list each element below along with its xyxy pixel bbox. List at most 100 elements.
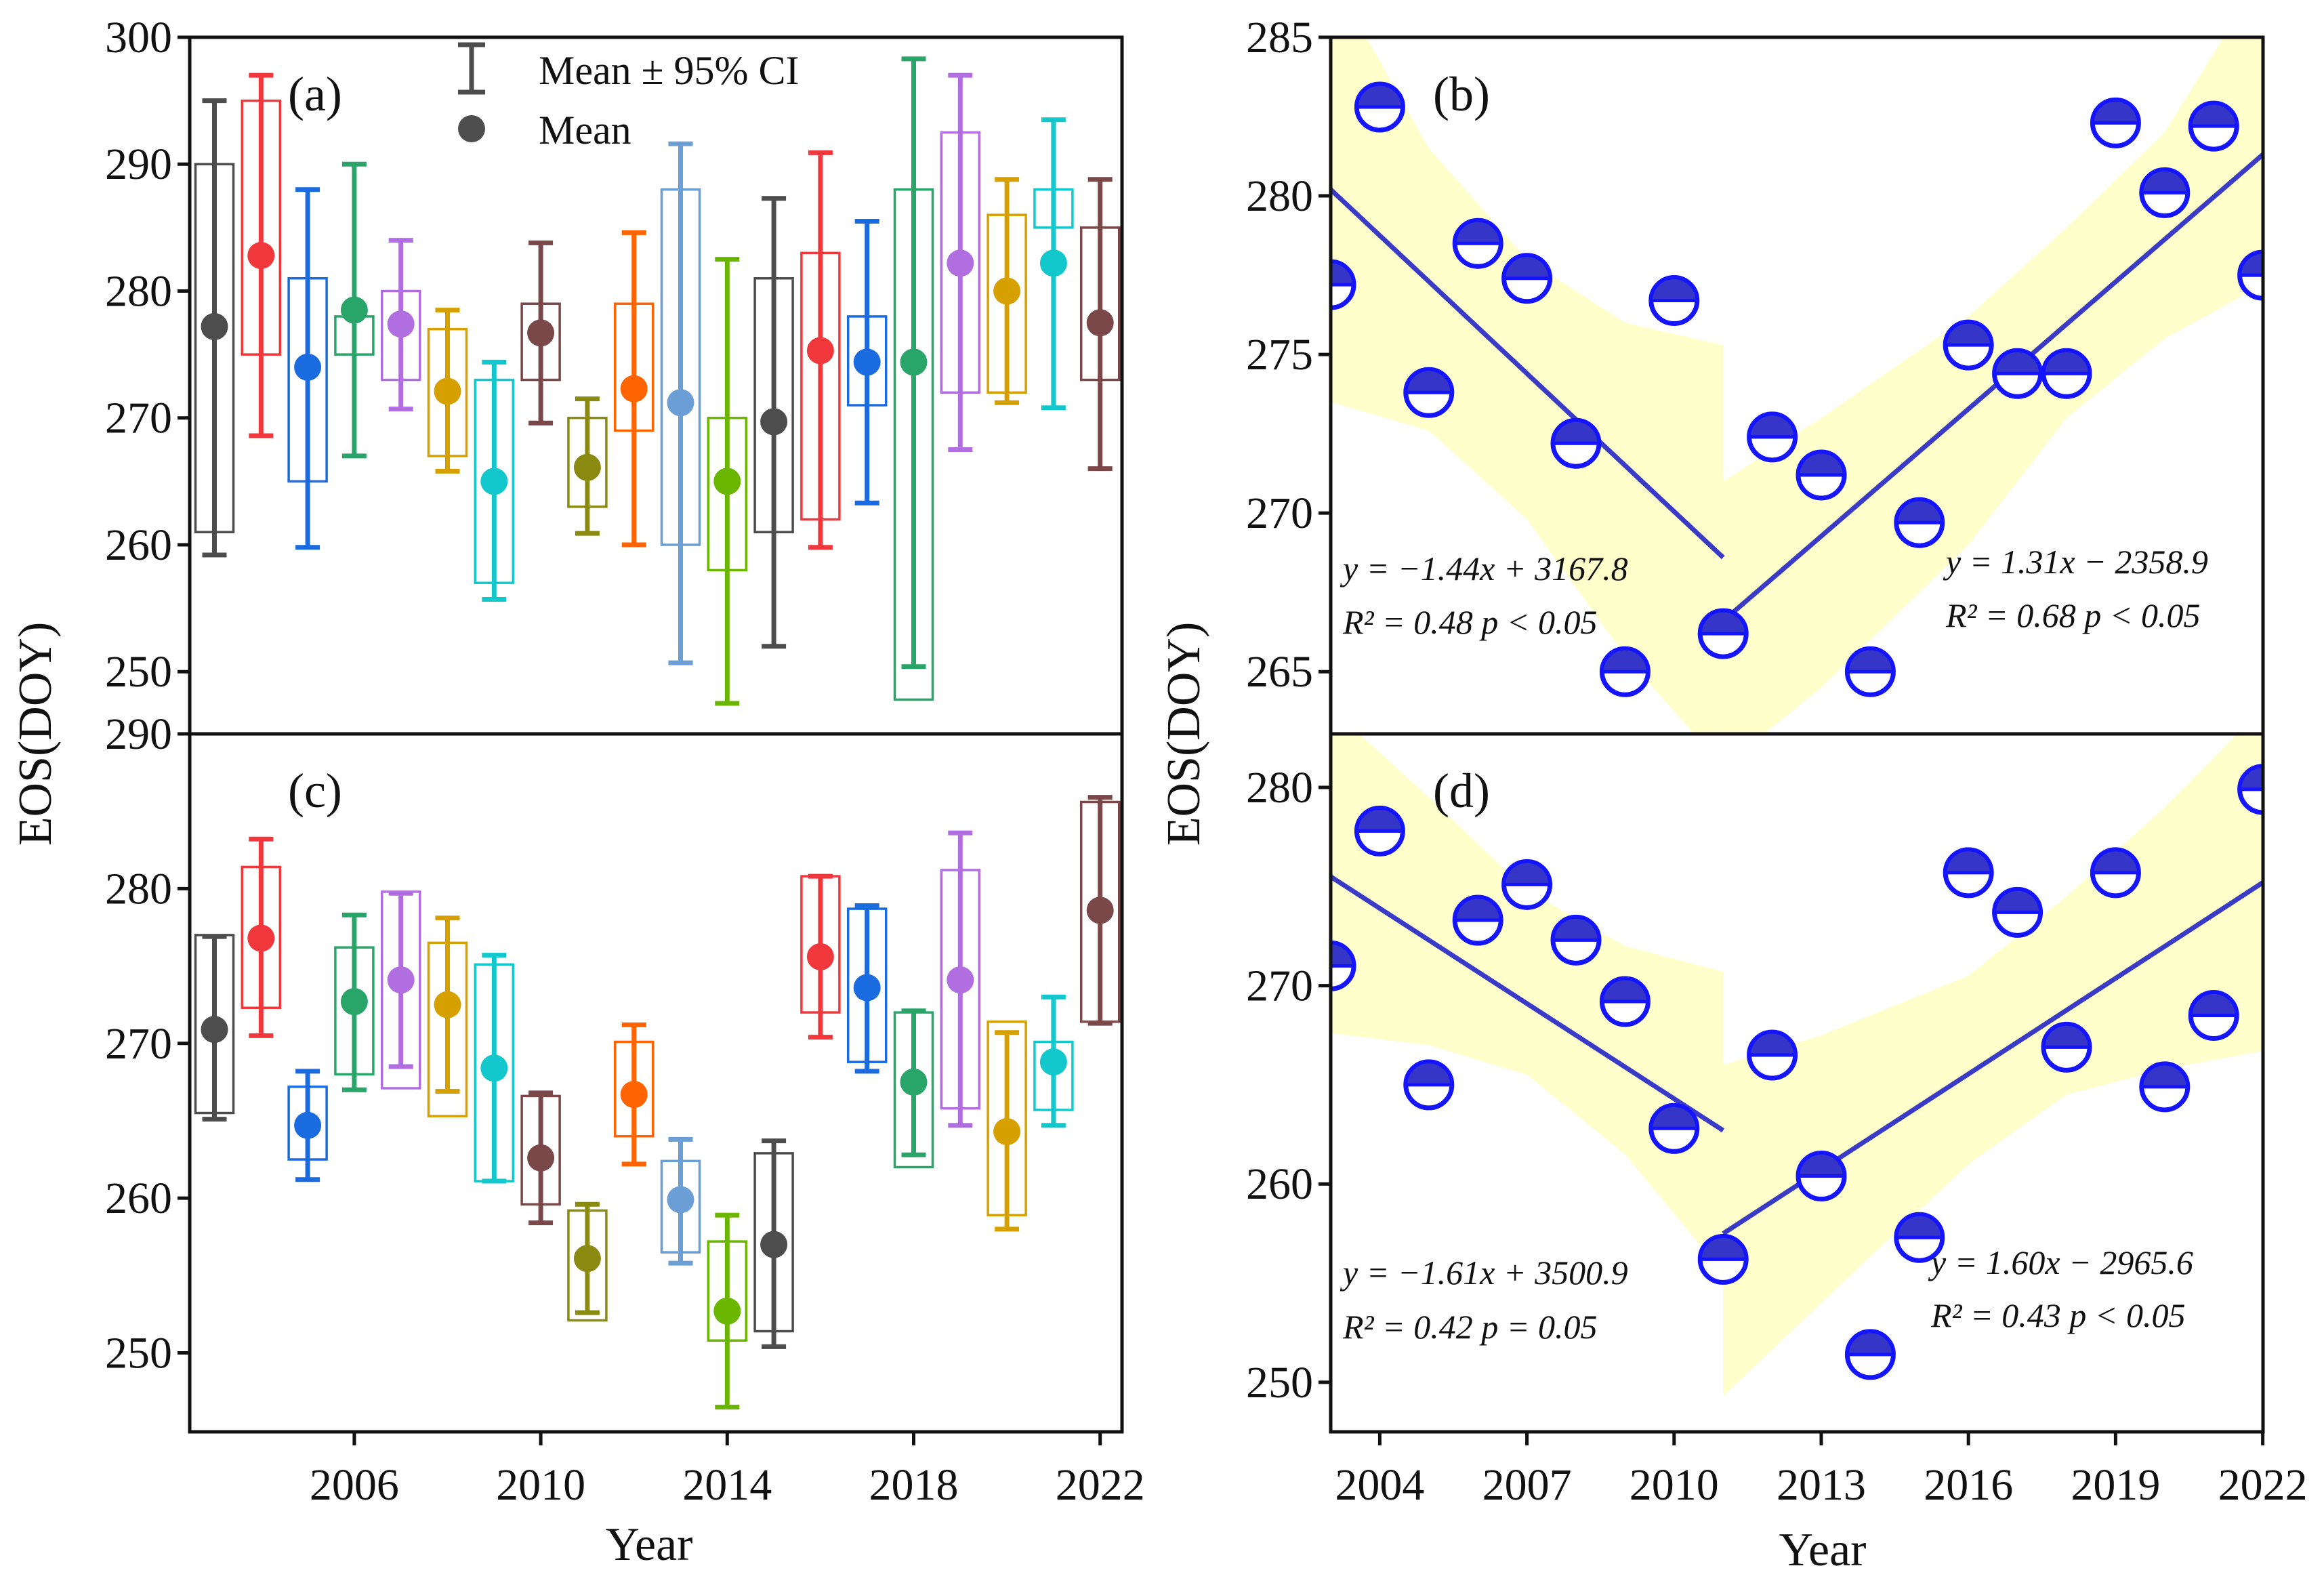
data-point bbox=[1943, 319, 1994, 371]
data-point bbox=[1648, 275, 1700, 327]
box bbox=[1033, 188, 1074, 229]
box bbox=[660, 188, 701, 546]
data-point bbox=[1894, 1212, 1945, 1263]
box bbox=[800, 251, 841, 521]
fit-stats: R² = 0.43 p < 0.05 bbox=[1930, 1296, 2186, 1334]
data-point bbox=[2139, 1061, 2191, 1113]
y-tick-label: 275 bbox=[1246, 330, 1313, 379]
y-axis-title-left: EOS(DOY) bbox=[9, 622, 62, 846]
x-tick-label: 2010 bbox=[496, 1460, 585, 1510]
data-point bbox=[1354, 805, 1405, 857]
mean-dot bbox=[853, 974, 881, 1002]
data-point bbox=[1747, 411, 1798, 463]
y-tick-label: 280 bbox=[1246, 763, 1313, 812]
mean-dot bbox=[713, 1297, 741, 1325]
box-2015 bbox=[753, 196, 794, 649]
mean-dot bbox=[993, 277, 1021, 305]
data-point bbox=[1747, 1029, 1798, 1081]
x-tick-label: 2013 bbox=[1777, 1460, 1866, 1510]
data-point bbox=[2090, 847, 2141, 899]
box bbox=[334, 946, 375, 1076]
box bbox=[753, 1152, 794, 1333]
mean-dot bbox=[201, 312, 228, 340]
mean-dot bbox=[247, 924, 275, 952]
panel-a: 250 260 270 280 290 300 (a) bbox=[105, 13, 1124, 736]
box-2022 bbox=[1079, 795, 1121, 1026]
box bbox=[893, 188, 934, 701]
legend-mean-label: Mean bbox=[539, 108, 631, 152]
y-tick-label: 260 bbox=[105, 520, 172, 570]
confidence-band bbox=[1723, 734, 2263, 1397]
fit-equation: y = −1.61x + 3500.9 bbox=[1340, 1254, 1628, 1292]
data-point bbox=[1501, 253, 1553, 304]
box bbox=[1033, 1040, 1074, 1111]
data-point bbox=[1452, 218, 1503, 269]
box-2005 bbox=[287, 187, 328, 550]
box-2010 bbox=[520, 240, 561, 426]
x-tick-label: 2006 bbox=[310, 1460, 399, 1510]
data-point bbox=[2188, 100, 2239, 152]
box-2009 bbox=[474, 953, 515, 1184]
box bbox=[567, 416, 608, 508]
plot-area bbox=[1331, 37, 2263, 734]
data-point bbox=[1894, 497, 1945, 548]
y-tick-label: 270 bbox=[105, 1019, 172, 1069]
panel-label: (b) bbox=[1433, 67, 1490, 121]
box-2019 bbox=[940, 830, 981, 1128]
x-tick-label: 2004 bbox=[1335, 1460, 1424, 1510]
box-2003 bbox=[194, 98, 235, 558]
x-axis-title-right: Year bbox=[1779, 1524, 1867, 1576]
x-tick-label: 2016 bbox=[1924, 1460, 2013, 1510]
mean-dot bbox=[1086, 896, 1114, 924]
box bbox=[520, 302, 561, 382]
mean-dot bbox=[760, 408, 788, 436]
box bbox=[474, 378, 515, 584]
data-point bbox=[1992, 886, 2043, 938]
confidence-band bbox=[1331, 37, 1724, 734]
confidence-band bbox=[1331, 734, 1724, 1273]
box-2006 bbox=[334, 912, 375, 1092]
plot-frame bbox=[188, 35, 1124, 736]
box-2012 bbox=[613, 230, 655, 548]
box-2004 bbox=[241, 836, 282, 1038]
mean-dot bbox=[993, 1117, 1021, 1145]
panel-label: (c) bbox=[288, 764, 342, 818]
box bbox=[380, 289, 421, 382]
y-tick-label: 290 bbox=[105, 140, 172, 189]
box-2014 bbox=[707, 1212, 748, 1409]
mean-dot bbox=[387, 966, 415, 994]
x-tick-label: 2022 bbox=[2218, 1460, 2308, 1510]
plot-frame bbox=[1329, 732, 2265, 1434]
box-2021 bbox=[1033, 994, 1074, 1128]
data-point bbox=[2041, 1021, 2092, 1073]
box-2011 bbox=[567, 396, 608, 536]
confidence-band bbox=[1723, 37, 2263, 734]
plot-frame bbox=[188, 732, 1124, 1434]
box bbox=[987, 1021, 1027, 1217]
box-2003 bbox=[194, 934, 235, 1122]
x-tick-label: 2022 bbox=[1056, 1460, 1145, 1510]
mean-dot bbox=[806, 943, 834, 970]
box bbox=[987, 213, 1027, 394]
data-point bbox=[1599, 646, 1651, 697]
legend-ci-label: Mean ± 95% CI bbox=[539, 48, 800, 93]
box-2009 bbox=[474, 359, 515, 602]
mean-dot bbox=[947, 966, 974, 994]
mean-dot bbox=[620, 1081, 648, 1109]
data-point bbox=[1599, 976, 1651, 1027]
y-tick-label: 280 bbox=[105, 864, 172, 913]
mean-dot bbox=[434, 377, 461, 405]
box bbox=[287, 1085, 328, 1161]
box-2013 bbox=[660, 141, 701, 665]
mean-dot bbox=[201, 1016, 228, 1044]
mean-dot bbox=[247, 242, 275, 270]
mean-dot bbox=[900, 1068, 928, 1096]
box-2005 bbox=[287, 1069, 328, 1182]
box-2017 bbox=[846, 219, 888, 506]
box bbox=[940, 869, 981, 1110]
fit-stats: R² = 0.48 p < 0.05 bbox=[1342, 603, 1598, 641]
fit-line bbox=[1331, 188, 1725, 560]
box bbox=[427, 941, 468, 1117]
panel-b: y = −1.44x + 3167.8 R² = 0.48 p < 0.05 y =… bbox=[1246, 13, 2265, 736]
mean-dot bbox=[667, 1186, 694, 1214]
